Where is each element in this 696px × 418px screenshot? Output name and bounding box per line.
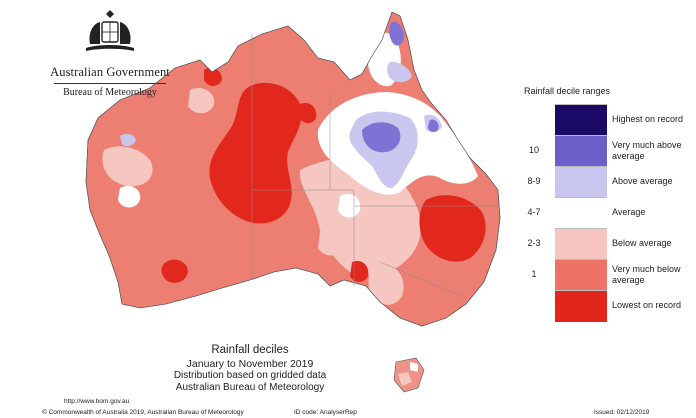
legend-swatch <box>555 259 607 291</box>
very-much-above-zone-east <box>428 119 439 133</box>
very-much-above-zone-cape <box>389 21 404 46</box>
legend-label: Above average <box>612 176 673 186</box>
issued-date: Issued: 02/12/2019 <box>594 409 650 416</box>
website-link[interactable]: http://www.bom.gov.au <box>64 398 130 405</box>
government-name: Australian Government <box>50 65 170 79</box>
legend-decile: 8-9 <box>527 176 541 186</box>
tasmania-average-zone <box>410 362 418 372</box>
legend-decile: 10 <box>528 145 539 155</box>
record-low-zone-sa <box>350 260 369 282</box>
above-average-zone-gulf <box>387 61 412 83</box>
caption-line-1: Distribution based on gridded data <box>173 370 327 381</box>
legend-item: Highest on record <box>515 104 695 136</box>
bureau-name: Bureau of Meteorology <box>63 87 157 98</box>
state-borders <box>251 34 498 299</box>
caption-title: Rainfall deciles <box>211 344 289 356</box>
legend-item: 8-9 Above average <box>515 166 695 198</box>
legend-label: Very much below average <box>612 263 681 285</box>
copyright-text: © Commonwealth of Australia 2019, Austra… <box>42 409 244 416</box>
legend-label: Very much above average <box>612 139 682 161</box>
record-low-zone-nsw <box>419 195 486 262</box>
legend-swatch <box>555 197 607 229</box>
pale-zone-southeast <box>368 263 404 305</box>
legend-decile: 1 <box>531 269 537 279</box>
caption-line-2: Australian Bureau of Meteorology <box>175 382 325 393</box>
legend-swatch <box>555 228 607 260</box>
coat-of-arms-icon <box>86 10 134 51</box>
legend-item: 4-7 Average <box>515 197 695 229</box>
border-nsw-vic <box>379 261 467 299</box>
legend-label: Below average <box>612 238 672 248</box>
average-zone-inland <box>338 193 361 218</box>
legend-label: Average <box>612 207 646 217</box>
legend-decile: 2-3 <box>527 238 541 248</box>
pale-zone-sa <box>318 229 343 256</box>
footer: © Commonwealth of Australia 2019, Austra… <box>0 408 696 418</box>
average-zone-pilbara <box>118 185 141 208</box>
legend-label: Highest on record <box>612 114 684 124</box>
legend-item: 2-3 Below average <box>515 228 695 260</box>
record-low-zone-nt <box>298 102 317 124</box>
pale-zone-kimberley <box>188 87 215 114</box>
map-caption: Rainfall deciles January to November 201… <box>160 344 340 394</box>
logo-divider <box>54 83 166 84</box>
tasmania-pale-zone <box>398 372 412 386</box>
government-logo: Australian Government Bureau of Meteorol… <box>50 8 170 98</box>
caption-period: January to November 2019 <box>186 358 314 370</box>
legend-item: 1 Very much below average <box>515 259 695 291</box>
legend-decile: 4-7 <box>527 207 541 217</box>
legend-swatch <box>555 166 607 198</box>
legend-item: 10 Very much above average <box>515 135 695 167</box>
legend-swatch <box>555 290 607 322</box>
above-average-zone-west <box>120 133 136 147</box>
pale-zone-west <box>102 146 153 187</box>
id-code: ID code: AnalyserRep <box>294 409 357 416</box>
legend-item: Lowest on record <box>515 290 695 322</box>
record-low-zone-kimberley <box>204 67 222 86</box>
very-much-above-zone-qld <box>362 122 401 153</box>
legend-title: Rainfall decile ranges <box>524 86 611 96</box>
legend-swatch <box>555 135 607 167</box>
record-low-zone-central <box>209 82 302 224</box>
legend-swatch <box>555 104 607 136</box>
legend-label: Lowest on record <box>612 300 682 310</box>
record-low-zone-southwest <box>161 259 188 283</box>
